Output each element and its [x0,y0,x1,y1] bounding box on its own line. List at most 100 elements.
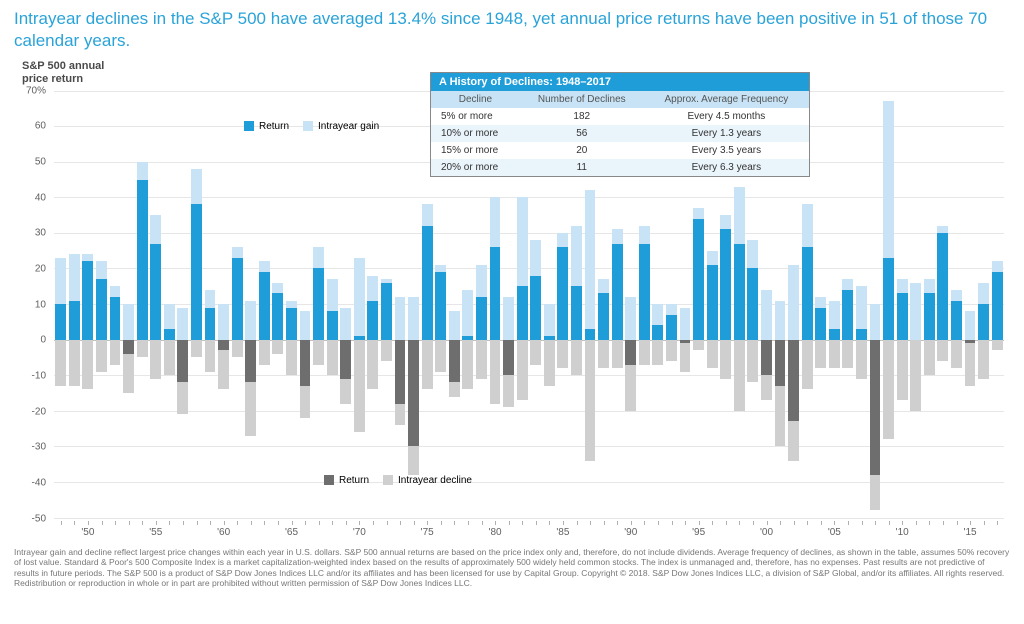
bar-column [312,91,326,518]
intrayear-gain-bar [449,311,460,339]
intrayear-decline-bar [69,340,80,386]
bar-column [828,91,842,518]
table-cell: 56 [520,125,644,142]
annual-return-bar [327,311,338,339]
bar-column [882,91,896,518]
annual-return-neg-bar [177,340,188,383]
intrayear-decline-bar [897,340,908,400]
intrayear-decline-bar [856,340,867,379]
annual-return-bar [707,265,718,340]
annual-return-bar [96,279,107,339]
table-cell: Every 1.3 years [644,125,809,142]
intrayear-decline-bar [82,340,93,390]
declines-table-title: A History of Declines: 1948–2017 [431,73,809,91]
legend-label: Intrayear gain [318,121,379,132]
intrayear-decline-bar [883,340,894,440]
y-tick-label: 60 [35,121,46,132]
intrayear-decline-bar [517,340,528,400]
annual-return-bar [422,226,433,340]
intrayear-decline-bar [150,340,161,379]
intrayear-decline-bar [205,340,216,372]
bar-column [163,91,177,518]
annual-return-bar [598,293,609,339]
legend-item: Return [244,121,289,132]
bar-column [909,91,923,518]
bar-column [230,91,244,518]
legend-swatch [303,121,313,131]
y-tick-label: -20 [32,406,46,417]
x-tick-label: '70 [353,527,366,538]
footnote: Intrayear gain and decline reflect large… [14,547,1010,590]
annual-return-bar [191,204,202,339]
intrayear-gain-bar [585,190,596,339]
table-column-header: Approx. Average Frequency [644,91,809,108]
intrayear-gain-bar [680,308,691,340]
intrayear-decline-bar [965,340,976,386]
annual-return-bar [720,229,731,339]
intrayear-decline-bar [639,340,650,365]
bar-column [841,91,855,518]
intrayear-gain-bar [177,308,188,340]
table-cell: Every 3.5 years [644,142,809,159]
annual-return-neg-bar [625,340,636,365]
x-tick-label: '00 [760,527,773,538]
table-cell: 182 [520,108,644,125]
annual-return-neg-bar [503,340,514,376]
legend-top: Return Intrayear gain [244,121,379,132]
table-cell: 20% or more [431,159,520,176]
bar-column [258,91,272,518]
intrayear-decline-bar [720,340,731,379]
annual-return-bar [639,244,650,340]
x-tick-label: '95 [692,527,705,538]
legend-bottom: ReturnIntrayear decline [324,475,472,486]
legend-swatch [244,121,254,131]
table-row: 5% or more182Every 4.5 months [431,108,809,125]
intrayear-decline-bar [137,340,148,358]
annual-return-neg-bar [395,340,406,404]
intrayear-gain-bar [503,297,514,340]
bar-column [366,91,380,518]
table-cell: Every 4.5 months [644,108,809,125]
bar-column [380,91,394,518]
intrayear-gain-bar [123,304,134,340]
legend-label: Return [259,121,289,132]
intrayear-decline-bar [924,340,935,376]
annual-return-bar [883,258,894,340]
annual-return-bar [110,297,121,340]
intrayear-gain-bar [761,290,772,340]
annual-return-neg-bar [870,340,881,475]
annual-return-bar [652,325,663,339]
annual-return-bar [232,258,243,340]
annual-return-neg-bar [680,340,691,344]
legend-swatch [324,475,334,485]
bar-column [325,91,339,518]
bar-column [990,91,1004,518]
annual-return-bar [435,272,446,340]
intrayear-gain-bar [544,304,555,340]
x-tick-label: '80 [489,527,502,538]
y-tick-label: 0 [40,335,46,346]
bar-column [339,91,353,518]
annual-return-bar [937,233,948,340]
legend-item: Return [324,475,369,486]
table-cell: 11 [520,159,644,176]
intrayear-gain-bar [340,308,351,340]
bar-column [298,91,312,518]
table-cell: 10% or more [431,125,520,142]
annual-return-neg-bar [788,340,799,422]
y-axis-labels: -50-40-30-20-10010203040506070% [14,91,50,541]
annual-return-bar [856,329,867,340]
annual-return-neg-bar [123,340,134,354]
intrayear-decline-bar [55,340,66,386]
annual-return-bar [490,247,501,340]
intrayear-gain-bar [408,297,419,340]
y-tick-label: -10 [32,370,46,381]
intrayear-decline-bar [747,340,758,383]
intrayear-decline-bar [354,340,365,433]
bar-column [977,91,991,518]
intrayear-decline-bar [96,340,107,372]
intrayear-decline-bar [422,340,433,390]
annual-return-bar [205,308,216,340]
annual-return-bar [802,247,813,340]
bar-column [855,91,869,518]
